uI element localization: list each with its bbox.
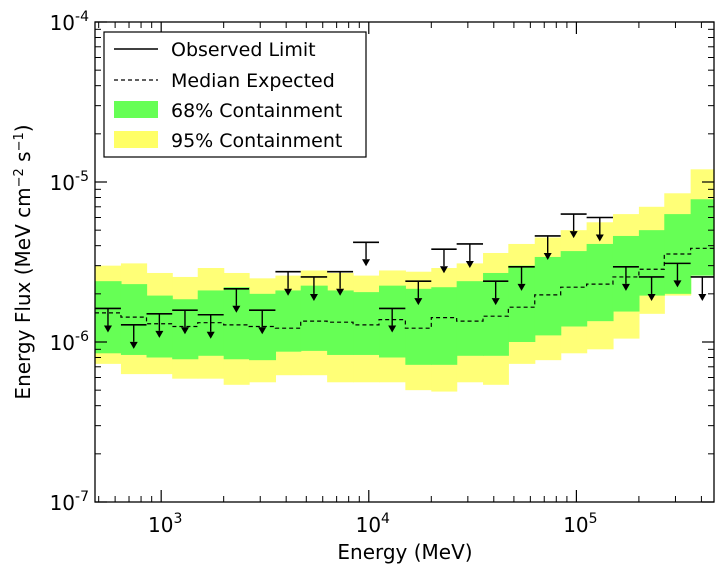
plot-frame: [94, 21, 715, 503]
y-axis-label: Energy Flux (MeV cm−2 s−1): [11, 124, 35, 399]
y-axis-label-exp2: −1: [12, 132, 27, 151]
upper-limit-9: [327, 270, 354, 296]
legend-median-label: Median Expected: [171, 70, 335, 92]
upper-limit-20: [612, 266, 639, 291]
upper-limit-5: [223, 288, 250, 313]
y-axis-label-text: Energy Flux (MeV cm: [11, 187, 35, 399]
upper-limit-22: [664, 262, 691, 288]
upper-limit-17: [534, 235, 561, 260]
upper-limit-2: [146, 313, 173, 338]
band68-bin-13: [431, 287, 458, 365]
upper-limit-3: [172, 309, 198, 335]
legend-observed-label: Observed Limit: [171, 39, 316, 61]
band68-bin-17: [534, 256, 562, 336]
tick-labels: 103 104 105 10-7 10-6 10-5 10-4: [50, 9, 598, 537]
y-axis-label-text3: ): [11, 124, 35, 132]
band68-bin-7: [275, 290, 302, 352]
upper-limit-21: [638, 276, 665, 301]
band68-bin-23: [690, 199, 715, 276]
y-axis-label-text2: s: [11, 151, 35, 168]
upper-limit-14: [456, 243, 484, 268]
upper-limit-11: [379, 307, 406, 333]
x-tick-label-0: 103: [148, 511, 182, 537]
upper-limit-0: [95, 307, 121, 333]
upper-limit-18: [560, 213, 587, 239]
upper-limit-15: [483, 280, 509, 306]
band68-bin-19: [586, 243, 614, 322]
upper-limit-16: [508, 266, 535, 291]
x-tick-label-1: 104: [356, 511, 390, 537]
legend-95-label: 95% Containment: [171, 130, 342, 152]
y-tick-label-1: 10-6: [50, 329, 90, 355]
upper-limit-10: [353, 241, 380, 267]
band68-bin-10: [353, 292, 380, 355]
median-expected-line: [95, 247, 714, 329]
legend: Observed Limit Median Expected 68% Conta…: [103, 31, 367, 158]
x-tick-label-2: 105: [563, 511, 597, 537]
upper-limit-8: [300, 276, 328, 301]
upper-limit-19: [586, 216, 613, 242]
x-axis-label: Energy (MeV): [337, 540, 472, 564]
y-axis-label-exp1: −2: [12, 168, 27, 187]
observed-limits: [95, 213, 714, 349]
upper-limit-1: [120, 324, 147, 349]
band68-bin-18: [560, 251, 588, 327]
y-tick-label-0: 10-7: [50, 489, 89, 515]
band68-bin-14: [456, 281, 484, 356]
legend-68-swatch: [114, 101, 158, 118]
legend-95-swatch: [114, 131, 158, 148]
median-step-path: [95, 247, 714, 329]
legend-68-label: 68% Containment: [171, 100, 342, 122]
upper-limit-13: [431, 248, 457, 274]
upper-limit-7: [275, 270, 301, 296]
upper-limit-23: [690, 276, 714, 301]
upper-limit-6: [249, 309, 276, 335]
y-tick-label-2: 10-5: [50, 169, 89, 195]
y-tick-label-3: 10-4: [50, 9, 90, 35]
upper-limit-12: [405, 280, 432, 306]
upper-limit-4: [197, 313, 224, 339]
